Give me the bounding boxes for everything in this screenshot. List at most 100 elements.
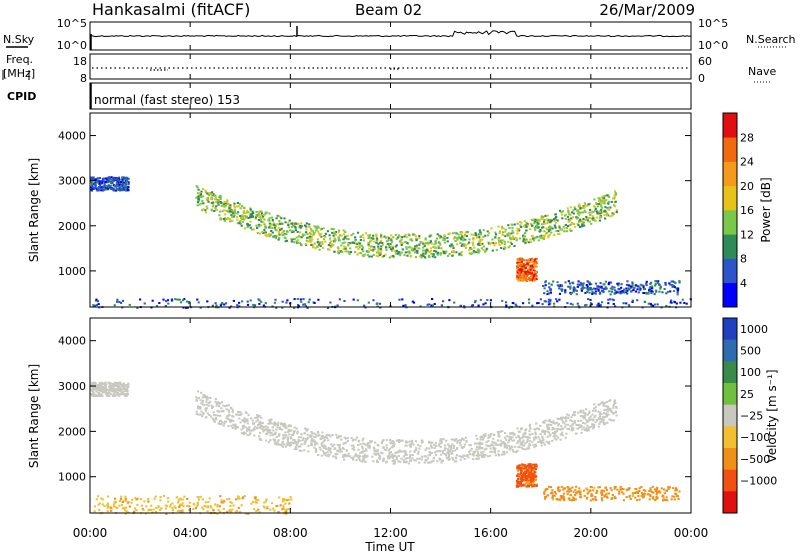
power-cell [316, 238, 319, 241]
velocity-cell [234, 427, 237, 430]
velocity-cell [285, 512, 288, 515]
velocity-cell [273, 509, 276, 512]
power-cell [264, 225, 268, 228]
power-cell [597, 302, 600, 305]
power-cell [328, 234, 331, 237]
velocity-cell [595, 492, 598, 494]
power-cell [556, 300, 559, 303]
velocity-cell [542, 441, 545, 444]
velocity-cell [564, 416, 568, 419]
velocity-cell [489, 444, 492, 447]
velocity-cell [553, 422, 556, 425]
velocity-cell [428, 440, 431, 443]
velocity-cell [361, 445, 364, 448]
power-cell [460, 238, 463, 241]
velocity-cell [93, 382, 96, 384]
velocity-cell [325, 454, 328, 457]
time-x-axis: 00:00 04:00 08:00 12:00 16:00 20:00 00:00 [73, 22, 708, 540]
power-cell [410, 249, 414, 252]
velocity-cell [606, 496, 609, 499]
velocity-cell [448, 445, 451, 448]
velocity-cell [153, 497, 156, 500]
power-cell [539, 236, 542, 239]
noise-right-tick-bottom: 10^0 [698, 39, 728, 52]
velocity-cell [220, 407, 223, 410]
power-cell [528, 260, 531, 263]
power-cell [379, 241, 382, 244]
velocity-cell [127, 382, 130, 385]
velocity-cell [534, 433, 537, 436]
power-cell [537, 239, 540, 242]
power-cell [229, 217, 232, 220]
velocity-cell [524, 472, 527, 475]
power-cell [427, 254, 431, 257]
velocity-cell [452, 445, 456, 447]
power-colorbar-tick: 8 [740, 253, 747, 266]
velocity-cell [537, 427, 541, 430]
power-cell [587, 298, 590, 301]
power-cell [334, 231, 337, 233]
power-cell [127, 183, 130, 186]
velocity-cell [212, 411, 215, 414]
velocity-cell [339, 450, 342, 453]
power-cell [653, 293, 656, 296]
velocity-cell [542, 431, 545, 434]
power-cell [572, 286, 575, 289]
power-cell [627, 304, 630, 307]
power-cell [211, 191, 214, 194]
velocity-cell [315, 449, 318, 452]
velocity-cell [298, 449, 301, 452]
velocity-cell [269, 434, 272, 437]
velocity-cell [289, 424, 292, 427]
power-cell [627, 284, 630, 287]
velocity-cell [570, 416, 573, 419]
power-cell [195, 196, 198, 199]
velocity-cell [462, 438, 465, 441]
velocity-cell [275, 428, 278, 431]
power-cell [346, 237, 349, 240]
velocity-cell [270, 502, 274, 505]
velocity-cell [231, 411, 234, 414]
power-cell [311, 233, 314, 236]
power-cell [514, 303, 517, 306]
velocity-cell [602, 403, 605, 405]
power-cell [233, 211, 237, 214]
velocity-cell [102, 386, 105, 388]
velocity-cell [123, 506, 126, 509]
velocity-cell [361, 455, 364, 458]
power-cell [470, 304, 474, 307]
power-cell [624, 290, 627, 293]
power-cell [294, 222, 297, 225]
freq-tick-bottom: 8 [80, 72, 87, 85]
velocity-cell [662, 497, 665, 500]
velocity-cell [376, 459, 379, 462]
power-cell [670, 299, 673, 302]
power-cell [527, 258, 530, 261]
power-cell [383, 235, 386, 238]
power-cell [533, 279, 536, 282]
velocity-cell [475, 457, 479, 460]
velocity-cell [635, 499, 639, 502]
power-cell [246, 303, 250, 306]
velocity-cell [606, 410, 609, 413]
power-cell [665, 304, 668, 307]
power-cell [598, 199, 601, 202]
cpid-panel: CPID normal (fast stereo) 153 [7, 82, 692, 110]
power-cell [508, 227, 511, 229]
velocity-cell [655, 493, 658, 496]
power-cell [199, 193, 203, 195]
power-cell [258, 225, 261, 228]
power-cell [560, 284, 564, 287]
power-cell [316, 241, 319, 244]
velocity-cell [206, 398, 209, 401]
power-cell [197, 194, 200, 197]
velocity-cell [110, 393, 113, 396]
power-cell [478, 233, 481, 235]
power-cell [268, 222, 271, 225]
velocity-cell [347, 452, 350, 455]
velocity-cell [529, 427, 532, 430]
power-cell [594, 282, 598, 285]
velocity-cell [570, 499, 573, 502]
power-cell [356, 243, 359, 246]
